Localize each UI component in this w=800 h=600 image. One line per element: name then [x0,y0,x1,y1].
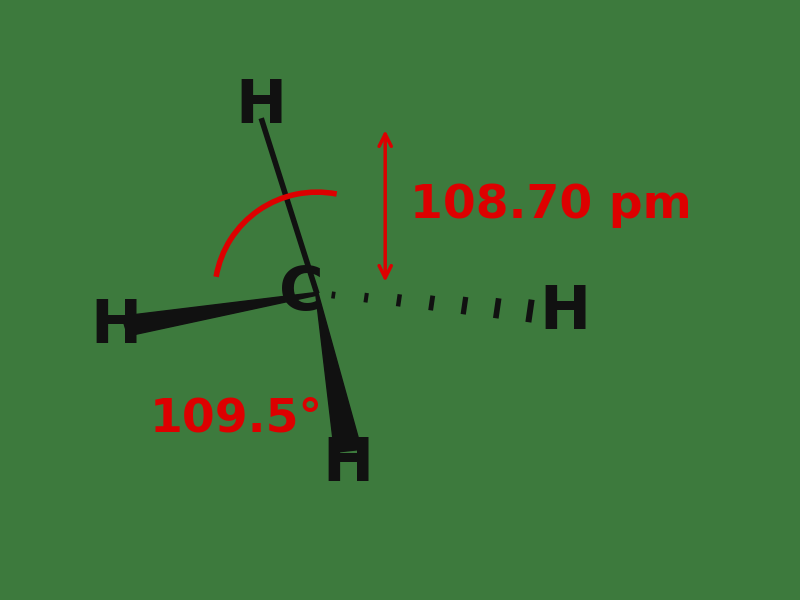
Text: H: H [90,296,141,356]
Text: 108.70 pm: 108.70 pm [410,184,692,229]
Text: 109.5°: 109.5° [150,396,322,441]
Text: H: H [322,435,374,494]
Text: H: H [236,77,286,136]
Polygon shape [122,292,318,336]
Text: C: C [279,264,324,323]
Polygon shape [316,293,362,452]
Text: H: H [539,283,590,342]
